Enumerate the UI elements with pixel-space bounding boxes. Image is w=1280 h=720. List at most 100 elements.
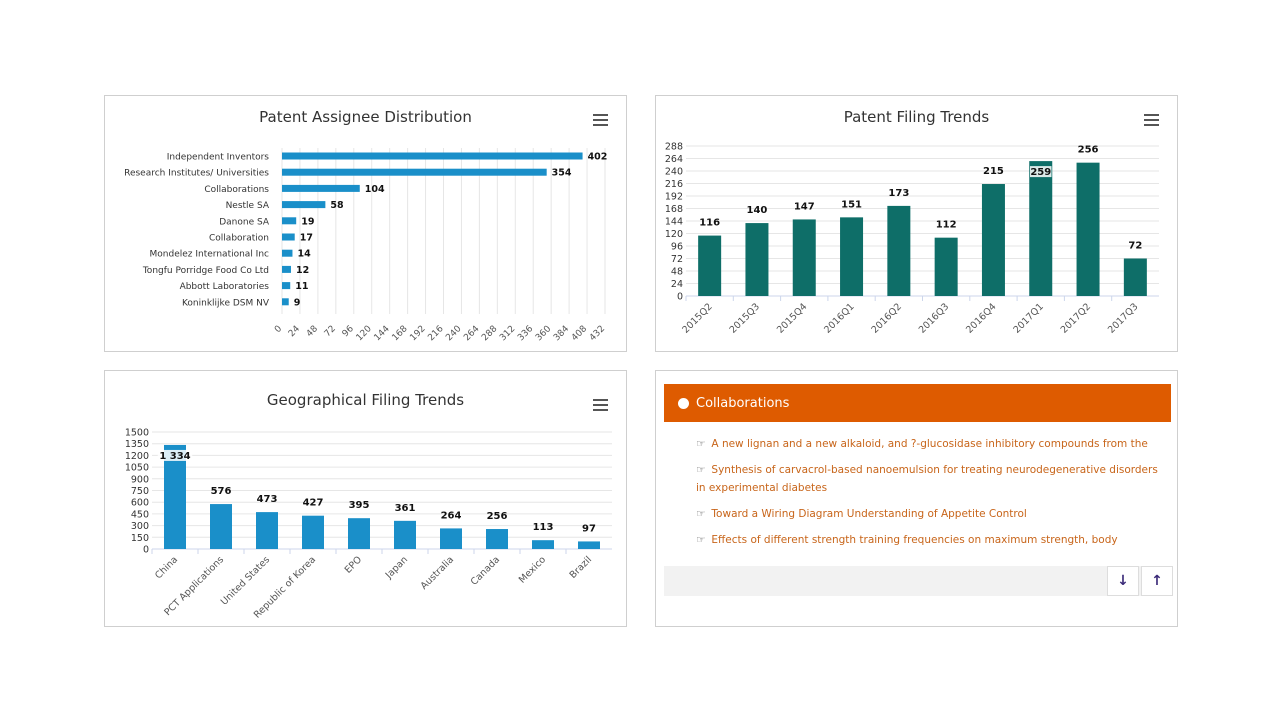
category-label: Nestle SA bbox=[226, 201, 270, 211]
x-tick-label: 240 bbox=[444, 324, 463, 343]
data-label: 19 bbox=[301, 216, 314, 227]
scroll-up-button[interactable]: ↑ bbox=[1141, 566, 1173, 596]
data-label: 1 334 bbox=[159, 451, 190, 462]
pointing-hand-icon: ☞ bbox=[696, 464, 705, 476]
data-label: 112 bbox=[936, 220, 957, 231]
bar bbox=[282, 201, 325, 208]
x-tick-label: 2017Q3 bbox=[1106, 301, 1140, 335]
collaborations-panel: Collaborations ☞A new lignan and a new a… bbox=[655, 370, 1178, 627]
data-label: 256 bbox=[1078, 145, 1099, 156]
x-tick-label: 2016Q3 bbox=[917, 301, 951, 335]
y-tick-label: 150 bbox=[131, 533, 149, 544]
x-tick-label: 216 bbox=[426, 324, 445, 343]
bar bbox=[745, 223, 768, 296]
data-label: 173 bbox=[888, 188, 909, 199]
x-tick-label: 360 bbox=[534, 324, 553, 343]
bar bbox=[698, 236, 721, 296]
bullet-icon bbox=[678, 398, 689, 409]
bar bbox=[348, 518, 370, 549]
data-label: 256 bbox=[487, 511, 508, 522]
x-tick-label: 384 bbox=[552, 324, 571, 343]
patent-filing-trends-panel: Patent Filing Trends 0244872961201441681… bbox=[655, 95, 1178, 352]
y-tick-label: 288 bbox=[665, 142, 683, 153]
pointing-hand-icon: ☞ bbox=[696, 438, 705, 450]
list-item[interactable]: ☞Toward a Wiring Diagram Understanding o… bbox=[696, 505, 1166, 523]
data-label: 427 bbox=[303, 498, 324, 509]
x-tick-label: 2016Q2 bbox=[870, 301, 904, 335]
bar bbox=[1029, 161, 1052, 296]
x-tick-label: Mexico bbox=[517, 554, 548, 585]
bar bbox=[282, 234, 295, 241]
bar bbox=[1124, 259, 1147, 297]
y-tick-label: 96 bbox=[671, 242, 683, 253]
collaborations-header: Collaborations bbox=[664, 384, 1171, 422]
y-tick-label: 24 bbox=[671, 279, 683, 290]
bar bbox=[578, 541, 600, 549]
x-tick-label: 0 bbox=[273, 324, 284, 335]
list-item[interactable]: ☞A new lignan and a new alkaloid, and ?-… bbox=[696, 435, 1166, 453]
data-label: 116 bbox=[699, 218, 720, 229]
list-footer: ↓ ↑ bbox=[664, 566, 1171, 596]
category-label: Koninklijke DSM NV bbox=[182, 298, 270, 308]
bar bbox=[282, 298, 289, 305]
data-label: 215 bbox=[983, 166, 1004, 177]
bar bbox=[282, 185, 360, 192]
y-tick-label: 72 bbox=[671, 254, 683, 265]
y-tick-label: 0 bbox=[677, 292, 683, 303]
bar bbox=[302, 516, 324, 549]
y-tick-label: 450 bbox=[131, 509, 149, 520]
arrow-down-icon: ↓ bbox=[1117, 573, 1129, 589]
data-label: 264 bbox=[441, 510, 462, 521]
x-tick-label: 120 bbox=[355, 324, 374, 343]
y-tick-label: 1200 bbox=[125, 451, 149, 462]
bar bbox=[282, 282, 290, 289]
x-tick-label: 2015Q4 bbox=[775, 301, 809, 335]
list-item[interactable]: ☞Synthesis of carvacrol-based nanoemulsi… bbox=[696, 461, 1166, 497]
x-tick-label: 2016Q4 bbox=[964, 301, 998, 335]
y-tick-label: 216 bbox=[665, 179, 683, 190]
x-tick-label: EPO bbox=[343, 554, 364, 575]
y-tick-label: 0 bbox=[143, 545, 149, 556]
y-tick-label: 900 bbox=[131, 474, 149, 485]
x-tick-label: 2017Q2 bbox=[1059, 301, 1093, 335]
scroll-down-button[interactable]: ↓ bbox=[1107, 566, 1139, 596]
bar bbox=[935, 238, 958, 296]
data-label: 17 bbox=[300, 233, 313, 244]
collaborations-title: Collaborations bbox=[696, 396, 789, 411]
data-label: 576 bbox=[211, 486, 232, 497]
x-tick-label: 336 bbox=[516, 324, 535, 343]
data-label: 354 bbox=[552, 168, 572, 179]
bar bbox=[532, 540, 554, 549]
category-label: Research Institutes/ Universities bbox=[124, 169, 269, 179]
x-tick-label: 264 bbox=[462, 324, 481, 343]
data-label: 9 bbox=[294, 297, 301, 308]
bar bbox=[394, 521, 416, 549]
y-tick-label: 1050 bbox=[125, 463, 149, 474]
y-tick-label: 1350 bbox=[125, 439, 149, 450]
data-label: 104 bbox=[365, 184, 385, 195]
x-tick-label: 2017Q1 bbox=[1011, 301, 1045, 335]
y-tick-label: 750 bbox=[131, 486, 149, 497]
list-item[interactable]: ☞Effects of different strength training … bbox=[696, 531, 1166, 549]
pointing-hand-icon: ☞ bbox=[696, 534, 705, 546]
data-label: 12 bbox=[296, 265, 309, 276]
x-tick-label: 48 bbox=[305, 324, 320, 339]
geographical-bar-chart: 015030045060075090010501200135015001 334… bbox=[105, 371, 628, 628]
y-tick-label: 168 bbox=[665, 204, 683, 215]
bar bbox=[887, 206, 910, 296]
list-item-label: Toward a Wiring Diagram Understanding of… bbox=[711, 508, 1026, 520]
category-label: Collaboration bbox=[209, 234, 269, 244]
y-tick-label: 120 bbox=[665, 229, 683, 240]
x-tick-label: Canada bbox=[469, 554, 502, 587]
x-tick-label: 192 bbox=[408, 324, 427, 343]
geographical-filing-panel: Geographical Filing Trends 0150300450600… bbox=[104, 370, 627, 627]
bar bbox=[440, 528, 462, 549]
x-tick-label: China bbox=[153, 554, 180, 581]
bar bbox=[256, 512, 278, 549]
category-label: Collaborations bbox=[204, 185, 269, 195]
list-item-label: Synthesis of carvacrol-based nanoemulsio… bbox=[696, 464, 1158, 494]
data-label: 361 bbox=[395, 503, 416, 514]
x-tick-label: Japan bbox=[383, 554, 410, 581]
patent-assignee-panel: Patent Assignee Distribution 02448729612… bbox=[104, 95, 627, 352]
x-tick-label: Brazil bbox=[568, 554, 595, 581]
